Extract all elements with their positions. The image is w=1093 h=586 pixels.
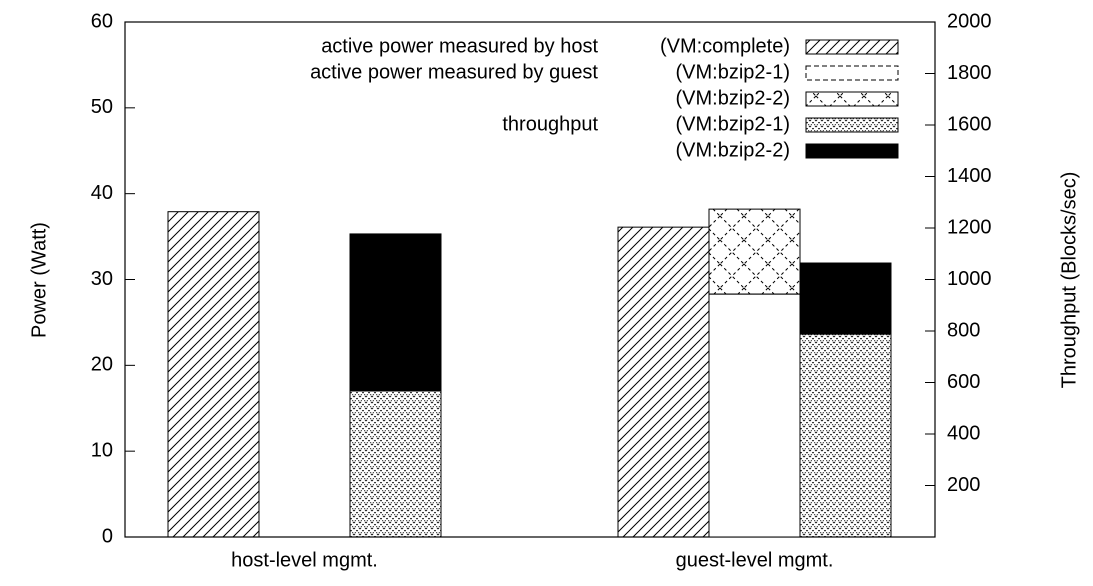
legend-swatch: [805, 117, 899, 133]
y2-tick-label: 200: [947, 474, 980, 496]
legend-swatch: [805, 39, 899, 55]
bar: [799, 262, 892, 335]
legend-swatch: [805, 91, 899, 107]
legend-label: (VM:bzip2-2): [676, 87, 790, 109]
legend-swatch: [805, 143, 899, 159]
y2-tick-label: 600: [947, 371, 980, 393]
bar: [708, 208, 801, 295]
y2-tick-label: 1400: [947, 165, 992, 187]
legend-label: (VM:bzip2-1): [676, 61, 790, 83]
y-tick-label: 20: [91, 354, 113, 376]
legend-label: (VM:bzip2-2): [676, 139, 790, 161]
y2-tick-label: 1600: [947, 113, 992, 135]
legend-label: (VM:complete): [660, 35, 790, 57]
bar: [349, 390, 442, 538]
y-axis-label: Power (Watt): [28, 222, 50, 338]
y-tick-label: 60: [91, 10, 113, 32]
bar: [708, 293, 801, 538]
x-tick-label: host-level mgmt.: [231, 549, 378, 571]
y-tick-label: 30: [91, 268, 113, 290]
legend-group: active power measured by host: [321, 35, 598, 57]
y2-tick-label: 2000: [947, 10, 992, 32]
legend-group: active power measured by guest: [310, 61, 598, 83]
y2-tick-label: 1000: [947, 268, 992, 290]
y-tick-label: 10: [91, 439, 113, 461]
y2-tick-label: 400: [947, 422, 980, 444]
bar: [349, 233, 442, 392]
bar: [617, 226, 710, 538]
bar: [167, 211, 260, 538]
x-tick-label: guest-level mgmt.: [676, 549, 834, 571]
y2-tick-label: 1200: [947, 216, 992, 238]
y2-axis-label: Throughput (Blocks/sec): [1058, 172, 1080, 389]
y-tick-label: 50: [91, 96, 113, 118]
legend-group: throughput: [502, 113, 598, 135]
y2-tick-label: 1800: [947, 62, 992, 84]
legend-swatch: [805, 65, 899, 81]
legend-label: (VM:bzip2-1): [676, 113, 790, 135]
y-tick-label: 0: [102, 525, 113, 547]
bar: [799, 333, 892, 538]
y-tick-label: 40: [91, 182, 113, 204]
y2-tick-label: 800: [947, 319, 980, 341]
